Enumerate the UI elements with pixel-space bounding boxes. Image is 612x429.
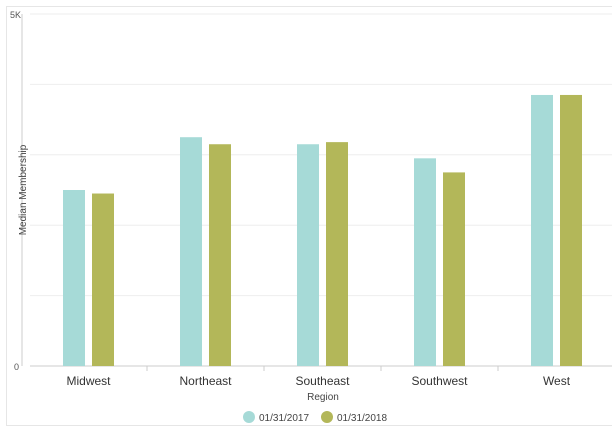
- category-label-northeast: Northeast: [179, 374, 232, 388]
- legend-marker-2018: [321, 411, 333, 423]
- legend-label-2018: 01/31/2018: [337, 413, 387, 424]
- legend: 01/31/2017 01/31/2018: [243, 411, 387, 424]
- y-tick-label-max: 5K: [10, 10, 21, 20]
- y-axis-title: Median Membership: [18, 144, 29, 235]
- legend-label-2017: 01/31/2017: [259, 413, 309, 424]
- bars: [63, 94, 582, 367]
- bar-southwest-2[interactable]: [443, 172, 465, 366]
- category-labels: Midwest Northeast Southeast Southwest West: [66, 366, 571, 388]
- bar-west-1[interactable]: [531, 94, 553, 367]
- y-tick-label-min: 0: [14, 362, 19, 372]
- bar-southeast-1[interactable]: [297, 144, 319, 366]
- category-label-midwest: Midwest: [66, 374, 111, 388]
- bar-southwest-1[interactable]: [414, 158, 436, 366]
- bar-midwest-1[interactable]: [63, 190, 85, 366]
- bar-northeast-1[interactable]: [180, 137, 202, 366]
- category-label-west: West: [543, 374, 571, 388]
- category-label-southeast: Southeast: [295, 374, 350, 388]
- bar-midwest-2[interactable]: [92, 193, 114, 366]
- category-label-southwest: Southwest: [411, 374, 468, 388]
- gridlines: [30, 13, 612, 297]
- bar-west-2[interactable]: [560, 94, 582, 367]
- x-axis-title: Region: [307, 392, 339, 403]
- legend-marker-2017: [243, 411, 255, 423]
- bar-northeast-2[interactable]: [209, 144, 231, 366]
- bar-southeast-2[interactable]: [326, 142, 348, 366]
